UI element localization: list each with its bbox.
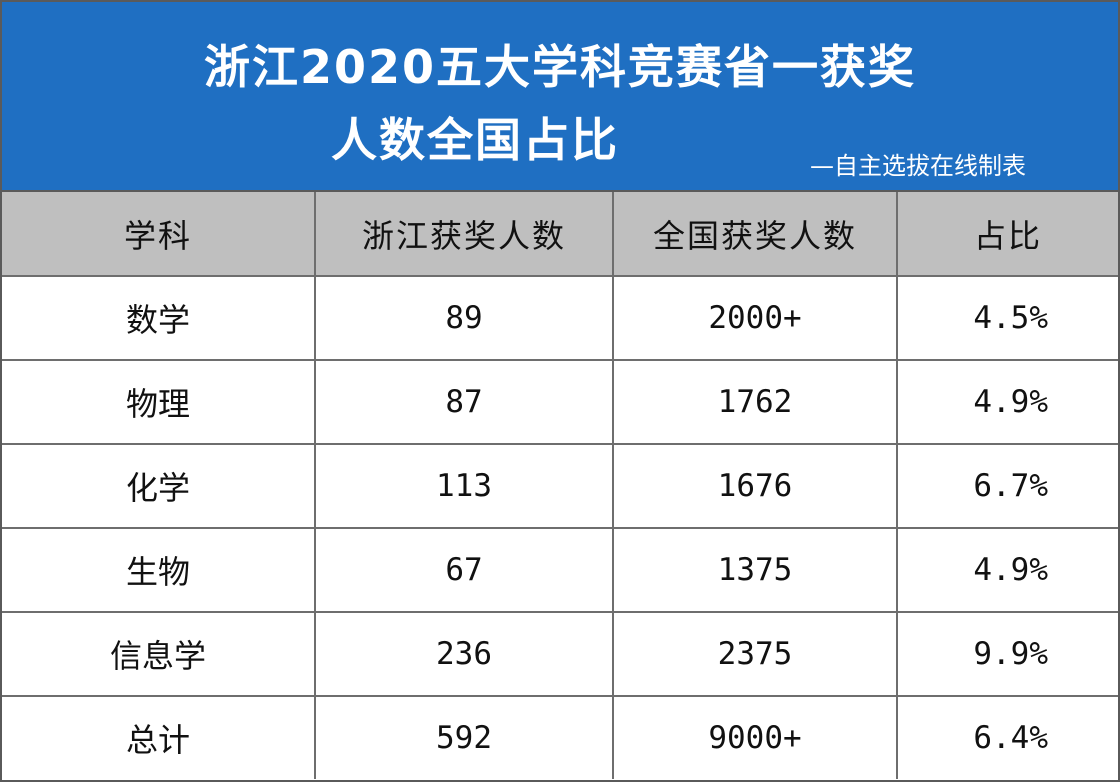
cell-subject: 总计 bbox=[2, 695, 316, 779]
cell-ratio: 4.5% bbox=[896, 275, 1118, 361]
cell-ratio: 4.9% bbox=[896, 359, 1118, 445]
cell-subject: 物理 bbox=[2, 359, 316, 445]
table-row: 物理 87 1762 4.9% bbox=[2, 359, 1118, 445]
title-line-1: 浙江2020五大学科竞赛省一获奖 bbox=[203, 40, 917, 94]
cell-subject: 数学 bbox=[2, 275, 316, 361]
cell-national-count: 2375 bbox=[612, 611, 898, 697]
cell-national-count: 1676 bbox=[612, 443, 898, 529]
title-line-2: 人数全国占比 bbox=[331, 113, 619, 167]
cell-national-count: 2000+ bbox=[612, 275, 898, 361]
table-row-total: 总计 592 9000+ 6.4% bbox=[2, 695, 1118, 779]
column-header-zhejiang-count: 浙江获奖人数 bbox=[314, 192, 614, 277]
cell-ratio: 6.7% bbox=[896, 443, 1118, 529]
table-row: 生物 67 1375 4.9% bbox=[2, 527, 1118, 613]
cell-zhejiang-count: 87 bbox=[314, 359, 614, 445]
column-header-subject: 学科 bbox=[2, 192, 316, 277]
column-header-national-count: 全国获奖人数 bbox=[612, 192, 898, 277]
cell-zhejiang-count: 89 bbox=[314, 275, 614, 361]
table-header-row: 学科 浙江获奖人数 全国获奖人数 占比 bbox=[2, 192, 1118, 277]
cell-zhejiang-count: 592 bbox=[314, 695, 614, 779]
cell-subject: 化学 bbox=[2, 443, 316, 529]
cell-ratio: 6.4% bbox=[896, 695, 1118, 779]
cell-national-count: 9000+ bbox=[612, 695, 898, 779]
column-header-ratio: 占比 bbox=[896, 192, 1118, 277]
table-row: 化学 113 1676 6.7% bbox=[2, 443, 1118, 529]
cell-ratio: 4.9% bbox=[896, 527, 1118, 613]
cell-subject: 生物 bbox=[2, 527, 316, 613]
table-row: 信息学 236 2375 9.9% bbox=[2, 611, 1118, 697]
title-banner: 浙江2020五大学科竞赛省一获奖 人数全国占比 —自主选拔在线制表 bbox=[2, 2, 1118, 192]
source-credit: —自主选拔在线制表 bbox=[810, 152, 1026, 180]
table-row: 数学 89 2000+ 4.5% bbox=[2, 275, 1118, 361]
cell-national-count: 1375 bbox=[612, 527, 898, 613]
cell-zhejiang-count: 236 bbox=[314, 611, 614, 697]
award-ratio-table: 学科 浙江获奖人数 全国获奖人数 占比 数学 89 2000+ 4.5% 物理 … bbox=[2, 192, 1118, 779]
cell-subject: 信息学 bbox=[2, 611, 316, 697]
cell-zhejiang-count: 113 bbox=[314, 443, 614, 529]
cell-national-count: 1762 bbox=[612, 359, 898, 445]
cell-zhejiang-count: 67 bbox=[314, 527, 614, 613]
cell-ratio: 9.9% bbox=[896, 611, 1118, 697]
